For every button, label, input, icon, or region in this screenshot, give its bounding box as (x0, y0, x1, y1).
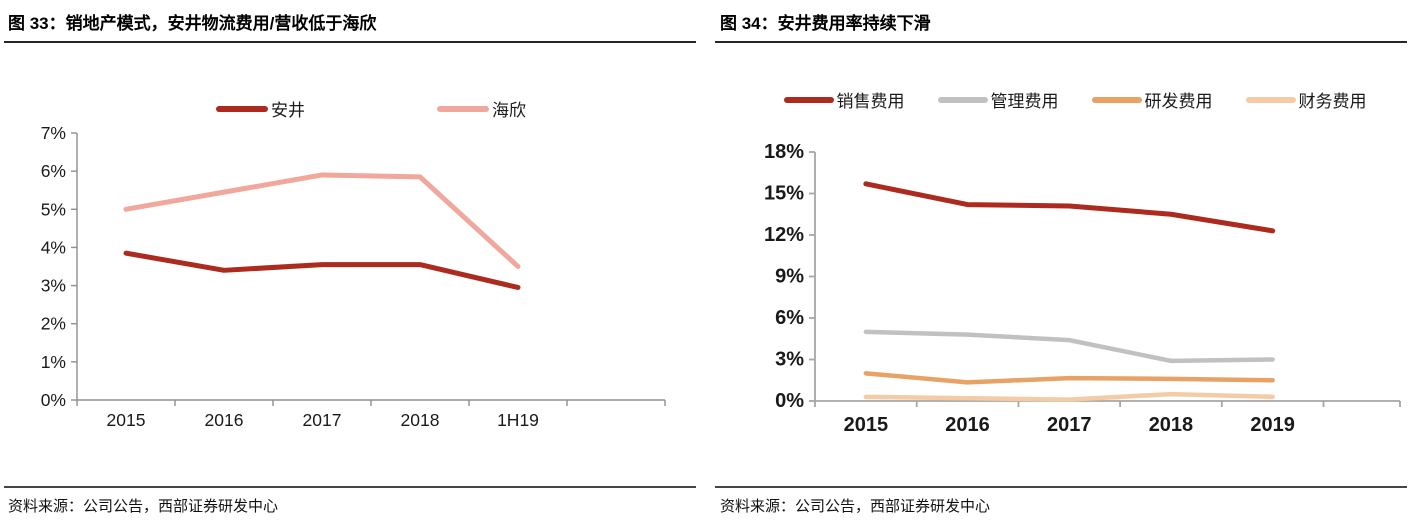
y-tick-label: 4% (41, 237, 66, 257)
y-tick-label: 2% (41, 314, 66, 334)
legend-label: 安井 (271, 101, 305, 120)
legend-label: 财务费用 (1298, 92, 1367, 111)
y-tick-label: 3% (41, 276, 66, 296)
series-line-海欣 (123, 172, 521, 269)
figure-34-line-chart: 0% 3% 6% 9% 12% 15% 18% 2015 2016 2017 2018 2019 (764, 141, 1401, 436)
x-tick-label: 2017 (303, 410, 342, 430)
legend-line-swatch (216, 105, 268, 112)
legend-label: 海欣 (492, 101, 526, 120)
y-tick-label: 0% (41, 390, 66, 410)
figure-33-title: 图 33：销地产模式，安井物流费用/营收低于海欣 (8, 14, 377, 33)
figure-34-title-rule (715, 41, 1407, 43)
figure-33-legend: 安井 海欣 (77, 96, 665, 121)
y-tick-label: 0% (775, 390, 804, 412)
figure-34-title: 图 34：安井费用率持续下滑 (720, 14, 931, 33)
x-tick-label: 2018 (401, 410, 440, 430)
y-tick-label: 5% (41, 199, 66, 219)
legend-item: 销售费用 (783, 87, 905, 112)
figure-34-panel: 图 34：安井费用率持续下滑 销售费用 管理费用 研发费用 财务费用 0% 3% 6% 9%… (705, 0, 1410, 524)
figure-33-line-chart: 0% 1% 2% 3% 4% 5% 6% 7% 2015 2016 2017 2018 1H19 (41, 123, 666, 430)
legend-line-swatch (437, 105, 489, 112)
x-tick-label: 2015 (844, 414, 889, 436)
figure-34-legend: 销售费用 管理费用 研发费用 财务费用 (775, 87, 1375, 112)
x-tick-label: 2019 (1250, 414, 1295, 436)
y-tick-label: 12% (764, 224, 804, 246)
y-tick-label: 6% (41, 161, 66, 181)
figure-33-source-rule (4, 486, 696, 488)
legend-item: 海欣 (437, 96, 526, 121)
legend-label: 管理费用 (990, 92, 1059, 111)
x-tick-label: 2016 (945, 414, 990, 436)
legend-line-swatch (1245, 96, 1296, 103)
series-line-财务费用 (863, 391, 1275, 402)
y-tick-label: 3% (775, 349, 804, 371)
y-tick-label: 6% (775, 307, 804, 329)
y-tick-label: 15% (764, 183, 804, 205)
y-tick-label: 18% (764, 141, 804, 163)
legend-label: 研发费用 (1144, 92, 1213, 111)
x-tick-label: 2015 (107, 410, 146, 430)
x-tick-label: 1H19 (497, 410, 539, 430)
legend-line-swatch (937, 96, 988, 103)
legend-item: 管理费用 (937, 87, 1059, 112)
legend-label: 销售费用 (836, 92, 905, 111)
y-tick-label: 1% (41, 352, 66, 372)
x-tick-label: 2016 (205, 410, 244, 430)
legend-line-swatch (783, 96, 834, 103)
y-tick-label: 9% (775, 266, 804, 288)
figure-33-title-rule (4, 41, 696, 43)
legend-item: 研发费用 (1091, 87, 1213, 112)
legend-item: 安井 (216, 96, 305, 121)
figure-34-source-rule (715, 486, 1407, 488)
series-line-管理费用 (863, 329, 1275, 364)
series-line-销售费用 (863, 181, 1276, 234)
legend-line-swatch (1091, 96, 1142, 103)
x-tick-label: 2017 (1047, 414, 1092, 436)
legend-item: 财务费用 (1245, 87, 1367, 112)
series-line-研发费用 (863, 371, 1275, 385)
y-tick-label: 7% (41, 123, 66, 143)
series-line-安井 (123, 250, 521, 290)
figure-33-source: 资料来源：公司公告，西部证券研发中心 (8, 498, 279, 515)
x-tick-label: 2018 (1149, 414, 1194, 436)
figure-34-source: 资料来源：公司公告，西部证券研发中心 (720, 498, 991, 515)
figure-33-panel: 图 33：销地产模式，安井物流费用/营收低于海欣 安井 海欣 0% 1% 2% 3% 4%… (4, 14, 696, 515)
